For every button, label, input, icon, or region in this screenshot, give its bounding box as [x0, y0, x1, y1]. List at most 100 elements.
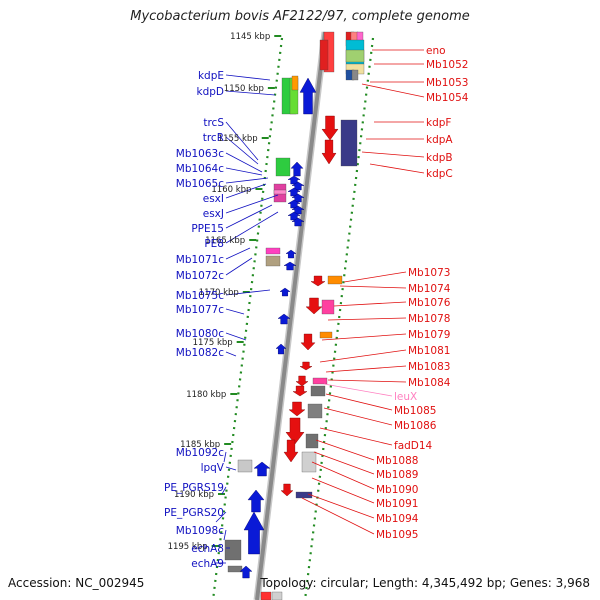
gene-label-right[interactable]: fadD14: [394, 440, 433, 452]
gene-label-left[interactable]: Mb1063c: [176, 148, 224, 160]
leader-line: [361, 151, 425, 158]
gene-arrow-esx: [287, 187, 301, 197]
gene-arrow: [288, 401, 306, 417]
gene-label-right[interactable]: kdpC: [426, 168, 453, 180]
gene-label-right[interactable]: leuX: [394, 391, 417, 403]
leader-line: [225, 136, 259, 165]
leader-line: [225, 332, 247, 341]
leader-line: [321, 333, 407, 341]
gene-arrow: [283, 261, 297, 271]
gene-block: [224, 539, 242, 561]
gene-label-right[interactable]: Mb1078: [408, 313, 450, 325]
gene-label-left[interactable]: kdpD: [197, 86, 225, 98]
gene-arrow-esx: [287, 199, 301, 209]
genome-backbone: [255, 31, 327, 600]
gene-label-right[interactable]: Mb1079: [408, 329, 450, 341]
gene-arrow: [305, 297, 323, 315]
gene-label-left[interactable]: Mb1064c: [176, 163, 224, 175]
gene-label-right[interactable]: Mb1088: [376, 455, 418, 467]
gene-block: [301, 451, 317, 473]
gene-label-left[interactable]: esxI: [203, 193, 224, 205]
gene-label-left[interactable]: lpqV: [201, 462, 225, 474]
gene-arrow: [300, 333, 316, 351]
gene-label-left[interactable]: PE8: [204, 238, 224, 250]
gene-label-right[interactable]: Mb1084: [408, 377, 451, 389]
gene-label-left[interactable]: Mb1077c: [176, 304, 224, 316]
gene-label-left[interactable]: Mb1065c: [176, 178, 224, 190]
leader-line: [361, 83, 425, 98]
leader-line: [225, 289, 271, 296]
leader-line: [225, 74, 271, 81]
gene-label-left[interactable]: trcR: [203, 132, 224, 144]
gene-label-left[interactable]: echA9: [191, 558, 224, 570]
gene-block: [321, 299, 335, 315]
gene-label-left[interactable]: Mb1092c: [176, 447, 224, 459]
gene-label-right[interactable]: kdpB: [426, 152, 453, 164]
gene-label-right[interactable]: kdpA: [426, 134, 453, 146]
gene-label-right[interactable]: Mb1081: [408, 345, 450, 357]
leader-line: [343, 271, 407, 283]
gene-label-right[interactable]: Mb1052: [426, 59, 468, 71]
gene-label-left[interactable]: esxJ: [203, 208, 224, 220]
gene-block: [307, 403, 323, 419]
gene-label-left[interactable]: trcS: [203, 117, 224, 129]
leader-line: [313, 451, 375, 475]
gene-arrow-esx: [287, 211, 301, 221]
gene-label-right[interactable]: eno: [426, 45, 446, 57]
gene-block: [319, 331, 333, 339]
gene-block: [271, 591, 283, 600]
gene-label-right[interactable]: Mb1073: [408, 267, 450, 279]
leader-line: [319, 349, 407, 363]
gene-label-left[interactable]: kdpE: [198, 70, 224, 82]
leader-line: [225, 167, 263, 176]
gene-label-right[interactable]: kdpF: [426, 117, 451, 129]
gene-label-right[interactable]: Mb1085: [394, 405, 436, 417]
gene-label-right[interactable]: Mb1095: [376, 529, 418, 541]
gene-label-left[interactable]: PPE15: [191, 223, 224, 235]
gene-block: [260, 591, 272, 600]
leader-line: [223, 529, 227, 541]
kbp-tick-label: 1175 kbp: [193, 338, 233, 348]
leader-line: [215, 511, 227, 523]
gene-label-right[interactable]: Mb1083: [408, 361, 450, 373]
gene-arrow: [310, 275, 326, 287]
gene-label-right[interactable]: Mb1053: [426, 77, 468, 89]
gene-label-left[interactable]: echA8: [191, 543, 224, 555]
leader-line: [339, 285, 407, 289]
leader-line: [327, 317, 407, 321]
gene-label-left[interactable]: Mb1082c: [176, 347, 224, 359]
leader-line: [225, 211, 279, 244]
gene-label-right[interactable]: Mb1054: [426, 92, 469, 104]
leader-line: [333, 301, 407, 307]
kbp-tick-label: 1155 kbp: [218, 134, 258, 144]
leader-line: [325, 365, 407, 373]
gene-label-right[interactable]: Mb1074: [408, 283, 451, 295]
gene-label-left[interactable]: Mb1071c: [176, 254, 224, 266]
gene-label-left[interactable]: PE_PGRS20: [164, 507, 224, 519]
gene-label-left[interactable]: Mb1075c: [176, 290, 224, 302]
gene-block: [351, 69, 359, 81]
gene-label-right[interactable]: Mb1076: [408, 297, 451, 309]
leader-line: [307, 493, 375, 519]
kbp-tick-label: 1190 kbp: [174, 490, 214, 500]
leader-line: [225, 466, 237, 471]
leader-line: [369, 163, 425, 174]
gene-label-right[interactable]: Mb1086: [394, 420, 437, 432]
gene-label-left[interactable]: Mb1072c: [176, 270, 224, 282]
gene-arrow: [283, 439, 299, 463]
gene-block: [327, 275, 343, 285]
gene-arrow: [285, 249, 297, 259]
gene-label-left[interactable]: Mb1080c: [176, 328, 224, 340]
gene-label-right[interactable]: Mb1090: [376, 484, 418, 496]
gene-label-right[interactable]: Mb1094: [376, 513, 419, 525]
gene-label-right[interactable]: Mb1091: [376, 498, 418, 510]
kbp-tick-label: 1185 kbp: [180, 440, 220, 450]
gene-label-left[interactable]: Mb1098c: [176, 525, 224, 537]
leader-line: [225, 183, 267, 199]
gene-arrow: [280, 483, 294, 497]
gene-block: [345, 49, 365, 63]
gene-label-left[interactable]: PE_PGRS19: [164, 482, 224, 494]
leader-line: [225, 177, 269, 184]
gene-label-right[interactable]: Mb1089: [376, 469, 418, 481]
